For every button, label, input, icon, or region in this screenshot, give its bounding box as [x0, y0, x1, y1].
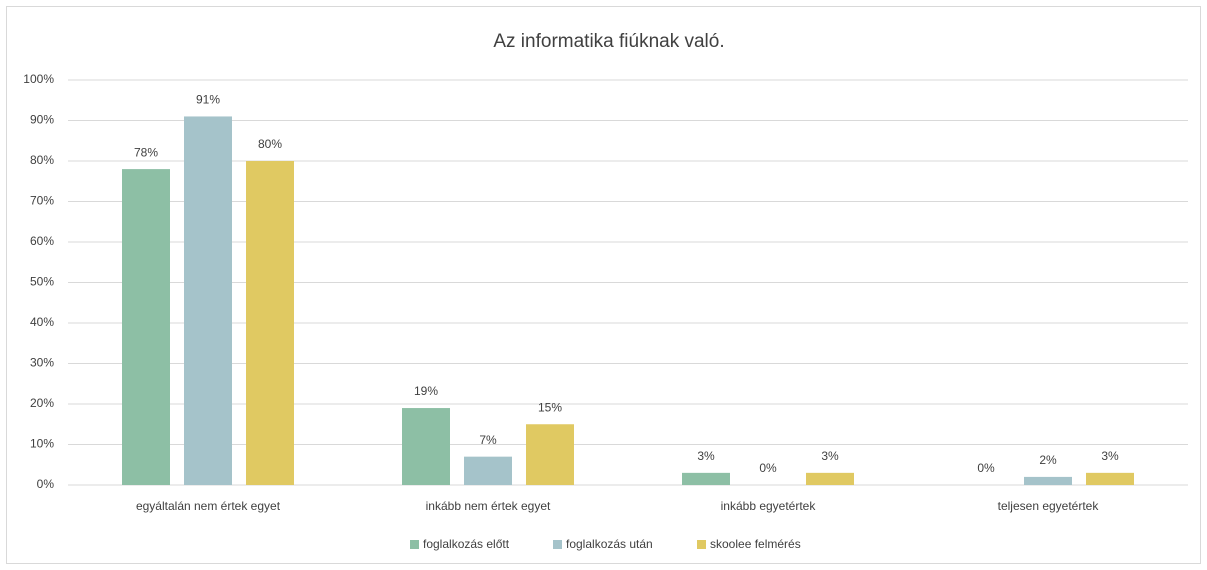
y-tick-label: 90% [30, 113, 54, 127]
legend-label: skoolee felmérés [710, 537, 801, 551]
y-tick-label: 20% [30, 396, 54, 410]
y-tick-label: 60% [30, 234, 54, 248]
bar [526, 424, 574, 485]
value-label: 3% [697, 449, 715, 463]
y-tick-label: 10% [30, 437, 54, 451]
x-tick-label: inkább egyetértek [721, 499, 817, 513]
value-label: 15% [538, 400, 562, 414]
y-tick-label: 30% [30, 356, 54, 370]
y-tick-label: 100% [23, 72, 54, 86]
bar [1086, 472, 1134, 485]
value-label: 0% [759, 461, 777, 475]
value-label: 91% [196, 93, 220, 107]
y-tick-label: 40% [30, 315, 54, 329]
value-label: 7% [479, 433, 497, 447]
y-tick-label: 50% [30, 275, 54, 289]
bar [682, 472, 730, 485]
value-label: 2% [1039, 453, 1057, 467]
x-tick-label: egyáltalán nem értek egyet [136, 499, 281, 513]
bar [246, 161, 294, 485]
chart-title: Az informatika fiúknak való. [493, 31, 724, 52]
legend-swatch [697, 540, 706, 549]
legend-label: foglalkozás előtt [423, 537, 510, 551]
x-tick-label: inkább nem értek egyet [426, 499, 551, 513]
value-label: 3% [1101, 449, 1119, 463]
value-label: 0% [977, 461, 995, 475]
value-label: 80% [258, 137, 282, 151]
y-tick-label: 0% [37, 477, 55, 491]
bar [464, 456, 512, 485]
legend-label: foglalkozás után [566, 537, 653, 551]
bar [122, 169, 170, 485]
value-label: 3% [821, 449, 839, 463]
value-label: 19% [414, 384, 438, 398]
y-tick-label: 70% [30, 194, 54, 208]
x-tick-label: teljesen egyetértek [998, 499, 1100, 513]
bar [806, 472, 854, 485]
bar [184, 116, 232, 485]
legend-swatch [410, 540, 419, 549]
value-label: 78% [134, 145, 158, 159]
bar [402, 408, 450, 485]
y-tick-label: 80% [30, 153, 54, 167]
bar [1024, 476, 1072, 485]
legend-swatch [553, 540, 562, 549]
